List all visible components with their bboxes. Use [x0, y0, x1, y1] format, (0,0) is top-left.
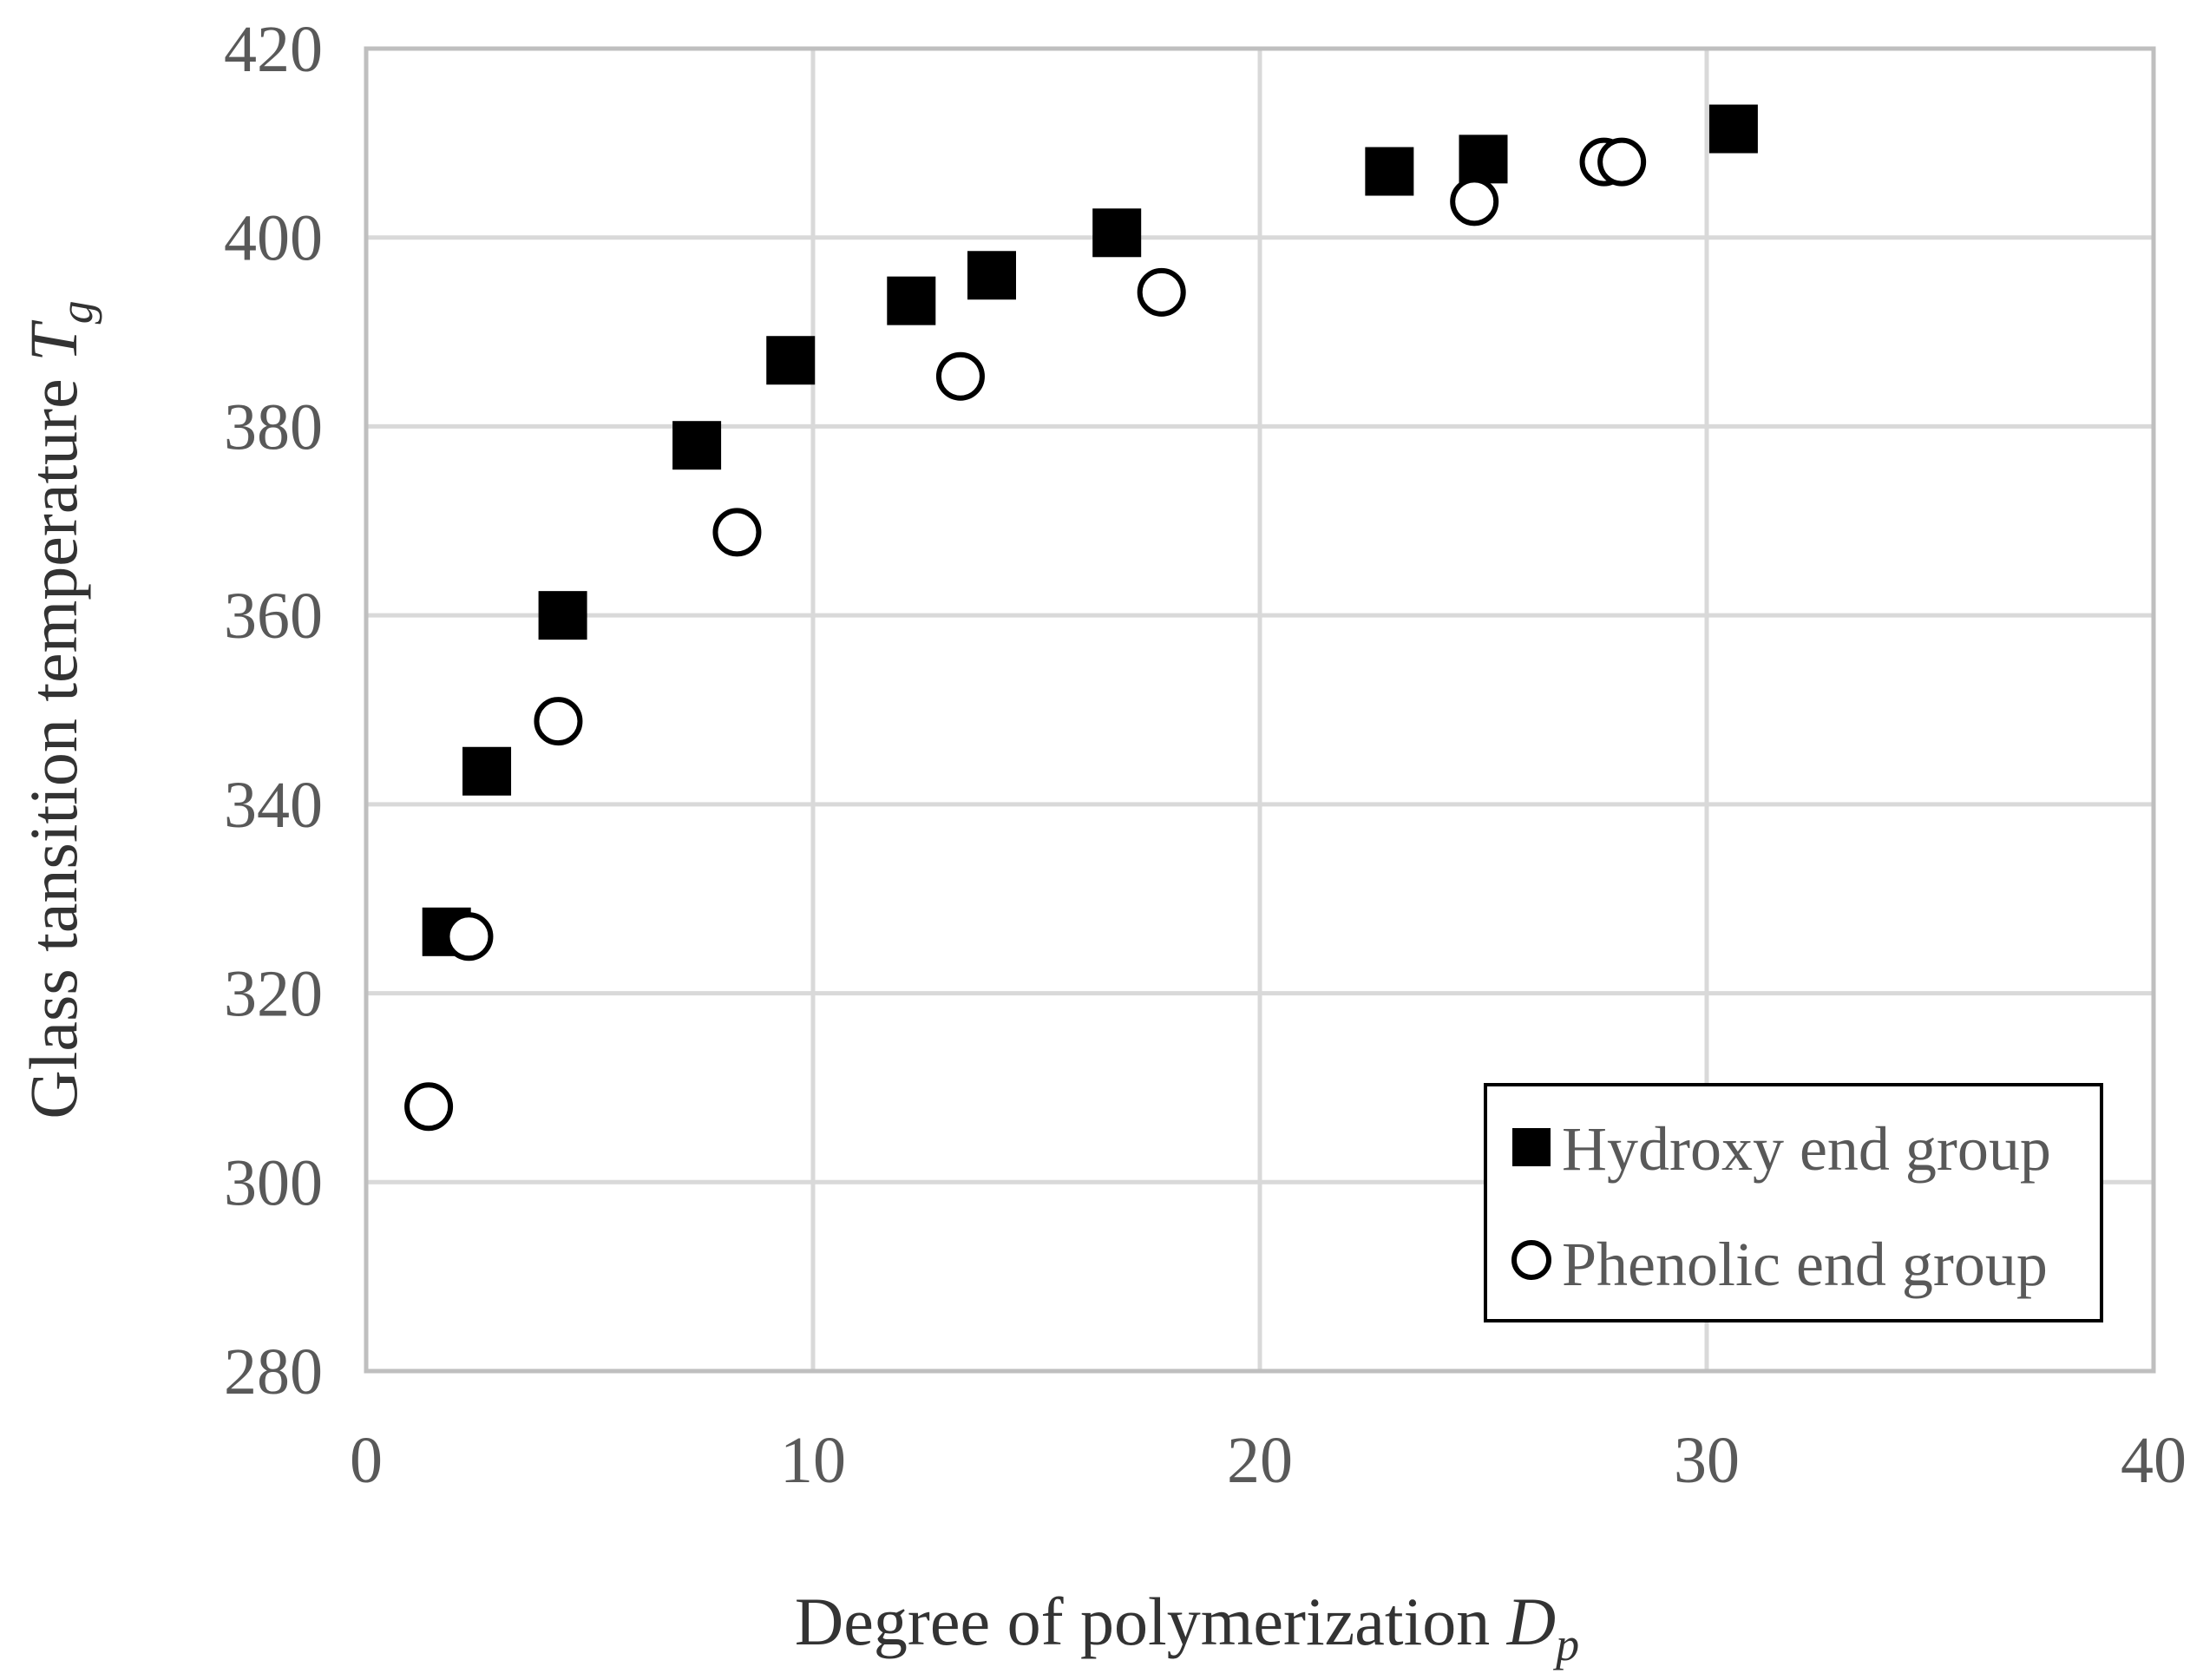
y-axis-subscript: g	[50, 300, 102, 324]
legend-marker-hydroxy	[1512, 1128, 1551, 1166]
hydroxy-point	[538, 591, 587, 640]
x-axis-title: Degree of polymerization Dp	[795, 1584, 1579, 1670]
y-axis-title: Glass tansition temperature Tg	[16, 300, 102, 1119]
x-axis-symbol: D	[1506, 1584, 1556, 1659]
grid-lines	[366, 49, 2154, 1371]
phenolic-point	[534, 697, 583, 746]
phenolic-point	[1597, 137, 1647, 187]
x-tick-labels: 0 10 20 30 40	[350, 1424, 2187, 1497]
hydroxy-point	[1708, 104, 1758, 154]
hydroxy-point	[967, 251, 1016, 300]
legend: Hydroxy end group Phenolic end group	[1484, 1083, 2103, 1322]
data-points	[404, 104, 1758, 1132]
phenolic-point	[404, 1082, 454, 1132]
hydroxy-point	[1365, 147, 1414, 196]
hydroxy-point	[672, 421, 722, 470]
hydroxy-point	[462, 746, 512, 796]
phenolic-point	[1450, 177, 1499, 226]
hydroxy-point	[887, 276, 936, 325]
x-tick-label: 30	[1674, 1424, 1740, 1497]
x-tick-label: 10	[780, 1424, 846, 1497]
plot-area-frame	[364, 46, 2156, 1374]
x-axis-subscript: p	[1552, 1618, 1579, 1670]
y-tick-label: 280	[224, 1335, 323, 1408]
y-tick-label: 380	[224, 390, 323, 463]
phenolic-point	[935, 351, 985, 401]
y-tick-labels: 280 300 320 340 360 380 400 420	[224, 13, 323, 1408]
y-tick-label: 360	[224, 580, 323, 653]
hydroxy-point	[1459, 135, 1508, 184]
legend-marker-phenolic	[1511, 1240, 1551, 1280]
x-tick-label: 20	[1227, 1424, 1293, 1497]
x-tick-label: 0	[350, 1424, 383, 1497]
hydroxy-point	[1092, 208, 1142, 258]
legend-box	[1484, 1083, 2103, 1322]
y-tick-label: 300	[224, 1146, 323, 1219]
x-tick-label: 40	[2121, 1424, 2187, 1497]
hydroxy-point	[766, 336, 816, 385]
phenolic-point	[712, 508, 762, 557]
phenolic-point	[444, 912, 494, 961]
phenolic-point	[1137, 267, 1186, 317]
y-axis-symbol: T	[16, 320, 91, 362]
y-tick-label: 320	[224, 958, 323, 1031]
y-tick-label: 340	[224, 769, 323, 842]
legend-label-phenolic: Phenolic end group	[1562, 1230, 2048, 1299]
y-tick-label: 400	[224, 202, 323, 275]
legend-label-hydroxy: Hydroxy end group	[1562, 1114, 2051, 1184]
y-tick-label: 420	[224, 13, 323, 86]
